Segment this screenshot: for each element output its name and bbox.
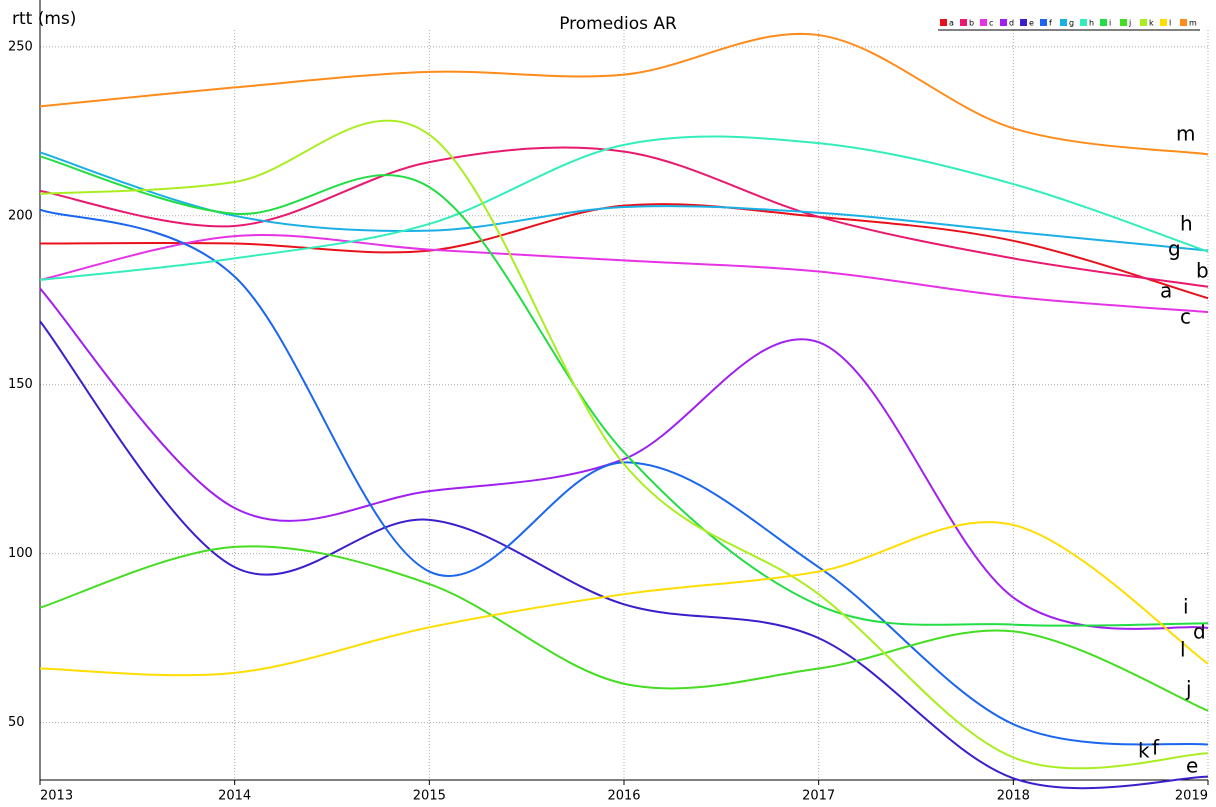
legend-label: a (949, 19, 954, 28)
y-tick-label: 200 (8, 208, 33, 223)
legend-swatch (1140, 19, 1147, 26)
y-tick-label: 100 (8, 546, 33, 561)
legend-swatch (1000, 19, 1007, 26)
y-tick-label: 150 (8, 377, 33, 392)
series-end-label: g (1168, 237, 1181, 261)
series-line (39, 155, 1209, 627)
series-line (39, 545, 1209, 712)
series-line (39, 521, 1209, 677)
x-tick-label: 2018 (997, 789, 1030, 804)
series-end-label: e (1186, 754, 1198, 778)
x-tick-label: 2017 (802, 789, 835, 804)
series-line (39, 287, 1209, 630)
legend-swatch (1180, 19, 1187, 26)
legend-swatch (1100, 19, 1107, 26)
legend-swatch (1040, 19, 1047, 26)
chart-title: Promedios AR (559, 14, 677, 34)
series-end-label: f (1152, 736, 1160, 760)
legend-label: g (1069, 19, 1074, 28)
legend-label: c (989, 19, 993, 28)
x-tick-label: 2015 (413, 789, 446, 804)
legend-label: f (1049, 19, 1052, 28)
series-end-label: j (1185, 677, 1192, 701)
series-end-label: c (1180, 305, 1191, 329)
series-line (39, 135, 1209, 281)
x-tick-label: 2014 (218, 789, 251, 804)
legend-label: m (1189, 19, 1197, 28)
series-end-label: k (1138, 739, 1150, 763)
legend-label: e (1029, 19, 1034, 28)
legend-swatch (980, 19, 987, 26)
y-tick-label: 50 (8, 715, 25, 730)
legend-label: l (1169, 19, 1171, 28)
y-tick-label: 250 (8, 39, 33, 54)
series-line (39, 320, 1209, 790)
series-end-label: h (1180, 212, 1193, 236)
series-line (39, 32, 1209, 156)
series-line (39, 203, 1209, 300)
series-line (39, 146, 1209, 288)
legend-swatch (1120, 19, 1127, 26)
legend-swatch (1060, 19, 1067, 26)
series-end-label: b (1196, 259, 1209, 283)
series-end-label: m (1176, 122, 1195, 146)
legend-swatch (960, 19, 967, 26)
legend-swatch (1020, 19, 1027, 26)
series-end-label: i (1183, 595, 1189, 619)
series-line (39, 151, 1209, 252)
series-line (39, 208, 1209, 746)
legend-label: b (969, 19, 974, 28)
legend-swatch (940, 19, 947, 26)
legend-label: i (1109, 19, 1111, 28)
legend-label: j (1128, 19, 1131, 28)
x-tick-label: 2019 (1175, 789, 1208, 804)
series-end-label: l (1180, 638, 1186, 662)
series-end-label: d (1193, 620, 1206, 644)
x-tick-label: 2016 (607, 789, 640, 804)
x-tick-label: 2013 (40, 789, 73, 804)
series-line (39, 119, 1209, 770)
legend-label: k (1149, 19, 1154, 28)
legend-swatch (1160, 19, 1167, 26)
legend-label: d (1009, 19, 1014, 28)
series-line (39, 234, 1209, 314)
series-end-label: a (1160, 279, 1172, 303)
legend-label: h (1089, 19, 1094, 28)
y-axis-label: rtt (ms) (12, 9, 76, 29)
legend-swatch (1080, 19, 1087, 26)
